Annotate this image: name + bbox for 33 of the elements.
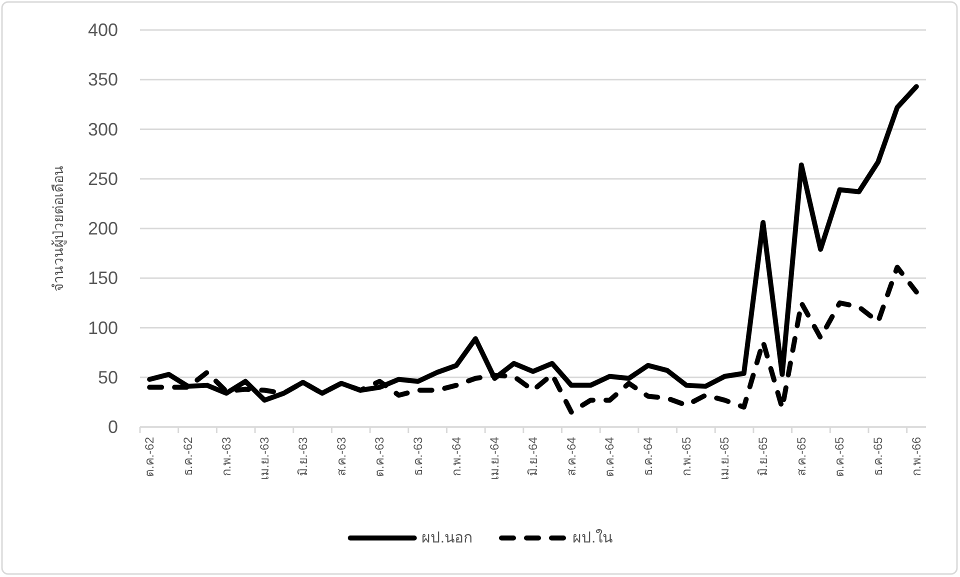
legend-label: ผป.ใน: [572, 528, 613, 546]
x-tick-label: ต.ค.-64: [602, 436, 617, 478]
x-tick-label: ต.ค.-65: [832, 436, 847, 478]
x-tick-label: ธ.ค.-62: [180, 436, 195, 476]
y-tick-label: 350: [88, 70, 118, 90]
x-tick-label: ส.ค.-63: [334, 436, 348, 476]
x-tick-label: ต.ค.-62: [142, 436, 157, 478]
x-tick-label: ส.ค.-64: [564, 436, 578, 476]
x-tick-label: ก.พ.-63: [219, 436, 234, 476]
y-tick-label: 0: [108, 417, 118, 437]
y-axis-title: จำนวนผู้ป่วยต่อเดือน: [50, 166, 67, 292]
x-tick-label: ธ.ค.-63: [410, 436, 425, 476]
y-tick-label: 250: [88, 168, 118, 189]
x-tick-label: เม.ย.-65: [718, 436, 732, 480]
x-tick-label: เม.ย.-63: [258, 436, 272, 480]
y-tick-label: 300: [88, 119, 118, 140]
y-tick-label: 100: [88, 318, 118, 338]
y-tick-label: 50: [98, 367, 118, 388]
x-tick-label: ธ.ค.-65: [871, 436, 886, 476]
x-tick-label: ส.ค.-65: [794, 436, 808, 476]
y-tick-label: 400: [88, 20, 118, 40]
x-tick-label: ต.ค.-63: [372, 436, 387, 478]
x-tick-label: ก.พ.-66: [909, 436, 924, 476]
x-tick-label: เม.ย.-64: [488, 436, 502, 480]
x-tick-label: ก.พ.-64: [449, 436, 464, 476]
y-tick-label: 200: [88, 218, 118, 238]
legend-label: ผป.นอก: [421, 530, 472, 546]
x-tick-label: ธ.ค.-64: [641, 436, 656, 476]
x-tick-label: มิ.ย.-63: [296, 436, 310, 476]
x-tick-label: มิ.ย.-64: [526, 436, 540, 476]
x-tick-label: ก.พ.-65: [679, 436, 694, 476]
y-tick-label: 150: [88, 268, 118, 288]
x-tick-label: มิ.ย.-65: [756, 436, 770, 476]
